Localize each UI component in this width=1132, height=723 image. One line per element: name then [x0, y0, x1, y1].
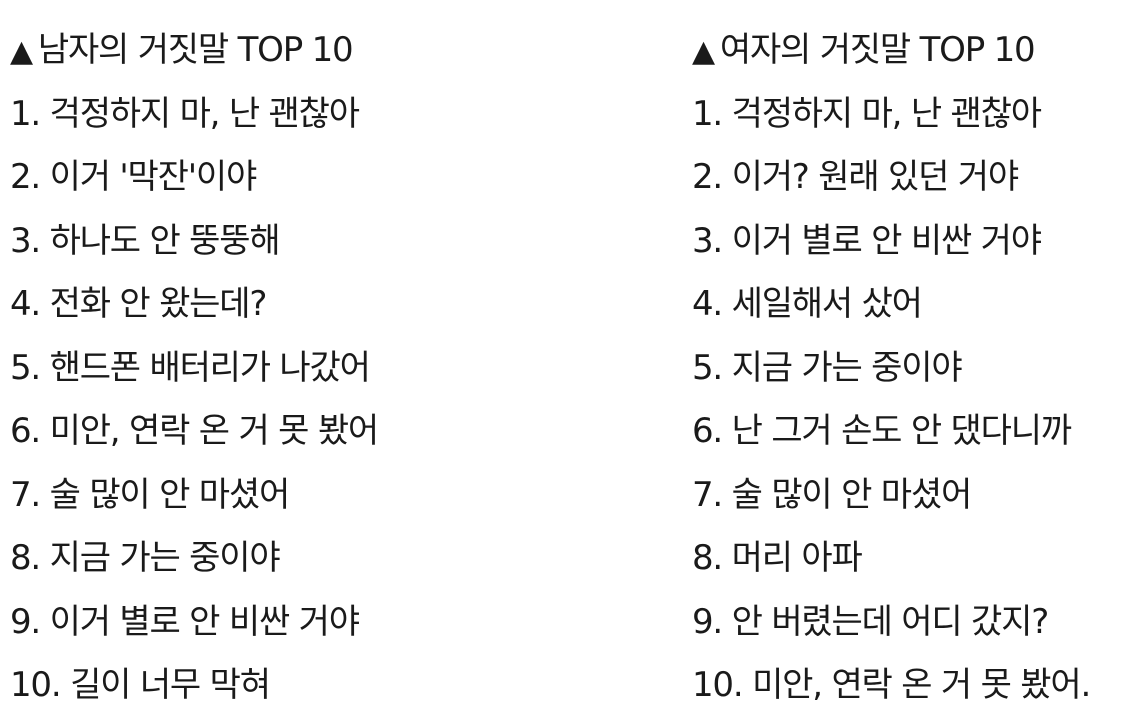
list-item: 5. 핸드폰 배터리가 나갔어 — [10, 347, 371, 388]
list-item: 7. 술 많이 안 마셨어 — [10, 474, 290, 515]
list-item: 5. 지금 가는 중이야 — [692, 347, 963, 388]
women-list-title: 여자의 거짓말 TOP 10 — [719, 30, 1036, 70]
list-item: 1. 걱정하지 마, 난 괜찮아 — [692, 93, 1042, 134]
list-item: 2. 이거? 원래 있던 거야 — [692, 157, 1019, 197]
list-item: 9. 이거 별로 안 비싼 거야 — [10, 601, 360, 642]
women-list-heading: ▲ 여자의 거짓말 TOP 10 — [692, 24, 1122, 88]
list-item: 10. 미안, 연락 온 거 못 봤어. — [692, 665, 1091, 705]
list-item: 1. 걱정하지 마, 난 괜찮아 — [10, 93, 360, 134]
list-item: 8. 지금 가는 중이야 — [10, 538, 281, 578]
list-item: 4. 전화 안 왔는데? — [10, 284, 267, 324]
list-item: 3. 하나도 안 뚱뚱해 — [10, 220, 281, 261]
triangle-up-icon: ▲ — [692, 34, 715, 69]
list-item: 10. 길이 너무 막혀 — [10, 665, 271, 705]
men-list-heading: ▲ 남자의 거짓말 TOP 10 — [10, 24, 650, 88]
list-item: 6. 난 그거 손도 안 댔다니까 — [692, 411, 1072, 451]
list-item: 3. 이거 별로 안 비싼 거야 — [692, 220, 1042, 261]
list-item: 9. 안 버렸는데 어디 갔지? — [692, 601, 1049, 642]
men-lies-column: ▲ 남자의 거짓말 TOP 10 1. 걱정하지 마, 난 괜찮아 2. 이거 '… — [10, 24, 650, 723]
men-list-title: 남자의 거짓말 TOP 10 — [37, 30, 354, 70]
list-item: 7. 술 많이 안 마셨어 — [692, 474, 972, 515]
list-item: 2. 이거 '막잔'이야 — [10, 157, 257, 197]
list-item: 8. 머리 아파 — [692, 538, 863, 578]
triangle-up-icon: ▲ — [10, 34, 33, 69]
list-item: 6. 미안, 연락 온 거 못 봤어 — [10, 411, 379, 451]
list-item: 4. 세일해서 샀어 — [692, 284, 923, 324]
women-lies-column: ▲ 여자의 거짓말 TOP 10 1. 걱정하지 마, 난 괜찮아 2. 이거? … — [692, 24, 1122, 723]
